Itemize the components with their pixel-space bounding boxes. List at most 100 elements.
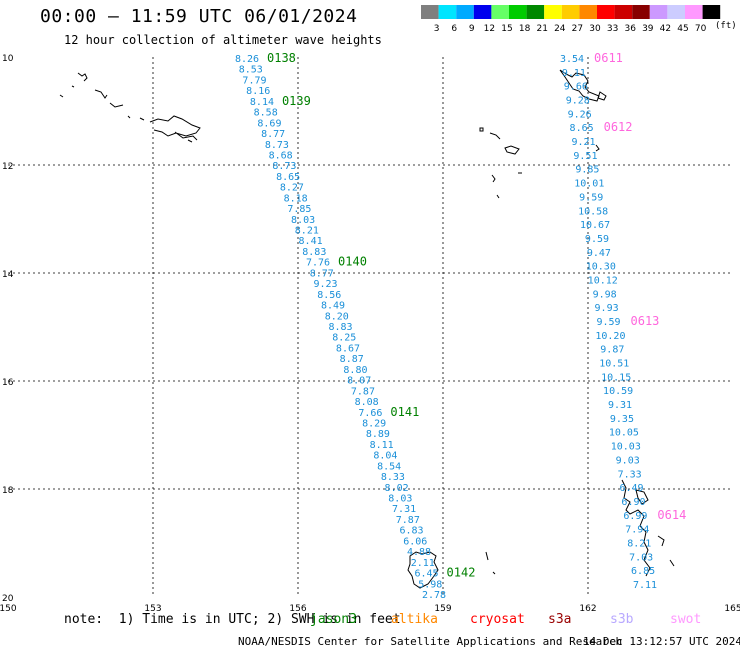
wave-height-value: 7.85	[287, 204, 311, 215]
longitude-label: 159	[434, 604, 451, 614]
legend-tick-label: 27	[572, 24, 583, 34]
lat-lon-grid	[8, 57, 733, 597]
wave-height-value: 8.73	[272, 161, 296, 172]
legend-swatch	[526, 5, 545, 19]
legend-tick-label: 30	[589, 24, 601, 34]
wave-height-value: 10.15	[601, 372, 631, 383]
wave-height-value: 9.26	[568, 109, 592, 120]
latitude-labels: 10 12 14 16 18 20	[2, 54, 14, 604]
wave-height-value: 8.68	[269, 150, 293, 161]
wave-height-value: 8.07	[347, 376, 371, 387]
wave-height-value: 7.66	[358, 408, 382, 419]
wave-height-value: 10.30	[586, 262, 616, 273]
latitude-label: 18	[2, 486, 14, 496]
wave-height-value: 9.21	[571, 137, 595, 148]
wave-height-value: 7.76	[306, 258, 330, 269]
wave-height-value: 10.59	[603, 386, 633, 397]
wave-height-value: 3.54	[560, 54, 584, 65]
legend-swatch	[438, 5, 457, 19]
wave-height-value: 8.77	[261, 129, 285, 140]
coast-marshall-east	[491, 144, 600, 199]
legend-tick-label: 18	[519, 24, 531, 34]
wave-height-value: 8.65	[276, 172, 300, 183]
legend-tick-label: 15	[501, 24, 512, 34]
coast-southeast-islands	[621, 479, 675, 577]
wave-height-value: 9.11	[562, 68, 586, 79]
wave-height-value: 8.16	[246, 86, 270, 97]
wave-height-value: 10.67	[580, 220, 610, 231]
wave-height-value: 6.99	[623, 511, 647, 522]
wave-height-value: 8.03	[291, 215, 315, 226]
legend-tick-label: 45	[677, 24, 688, 34]
wave-height-value: 6.06	[403, 536, 427, 547]
legend-swatch	[685, 5, 703, 19]
coast-pohnpei-north	[559, 69, 607, 102]
coast-southwest-island	[407, 551, 496, 589]
longitude-label: 150	[0, 604, 17, 614]
pass-time-label: 0613	[631, 314, 660, 328]
wave-height-value: 6.85	[631, 566, 655, 577]
wave-height-value: 8.04	[373, 451, 397, 462]
legend-swatch	[579, 5, 597, 19]
wave-height-value: 7.87	[396, 515, 420, 526]
pass-time-label: 0611	[594, 51, 623, 65]
wave-height-value: 8.89	[366, 429, 390, 440]
wave-height-value: 8.29	[362, 418, 386, 429]
wave-height-value: 8.69	[257, 118, 281, 129]
legend-tick-label: 70	[695, 24, 707, 34]
wave-height-value: 9.66	[564, 82, 588, 93]
legend-swatch	[597, 5, 615, 19]
wave-height-value: 8.33	[381, 472, 405, 483]
legend-tick-label: 39	[642, 24, 654, 34]
latitude-label: 20	[2, 594, 14, 604]
longitude-label: 162	[579, 604, 596, 614]
wave-height-value: 9.35	[610, 414, 634, 425]
wave-height-value: 4.88	[407, 547, 431, 558]
legend-swatch	[632, 5, 650, 19]
latitude-label: 16	[2, 378, 14, 388]
sat-label-swot: swot	[670, 612, 702, 627]
legend-swatch	[614, 5, 633, 19]
wave-height-value: 7.31	[392, 504, 416, 515]
wave-height-value: 8.21	[627, 538, 651, 549]
wave-height-value: 8.41	[299, 236, 323, 247]
legend-swatch	[456, 5, 474, 19]
wave-height-value: 7.11	[633, 580, 657, 591]
page-subtitle: 12 hour collection of altimeter wave hei…	[64, 33, 382, 47]
legend-swatch	[509, 5, 527, 19]
wave-height-value: 9.03	[616, 455, 640, 466]
wave-height-value: 8.80	[343, 365, 367, 376]
coastlines	[59, 69, 675, 589]
pass-time-label: 0139	[282, 94, 311, 108]
legend-tick-label: 12	[484, 24, 495, 34]
wave-height-value: 8.73	[265, 140, 289, 151]
legend-swatch	[421, 5, 439, 19]
credit-line: NOAA/NESDIS Center for Satellite Applica…	[238, 635, 623, 648]
wave-height-value: 8.27	[280, 183, 304, 194]
longitude-label: 165	[724, 604, 740, 614]
wave-height-value: 7.33	[618, 469, 642, 480]
wave-height-value: 10.05	[609, 428, 639, 439]
coast-northwest-island	[59, 72, 124, 108]
wave-height-value: 8.65	[570, 123, 594, 134]
wave-height-value: 10.58	[578, 206, 608, 217]
latitude-label: 10	[2, 54, 14, 64]
wave-height-legend: 3 6 9 12 15 18 21 24 27 30 33 36 39 42 45 70	[421, 5, 721, 34]
pass-time-label: 0138	[267, 51, 296, 65]
wave-height-value: 9.47	[587, 248, 611, 259]
latitude-label: 12	[2, 162, 13, 172]
wave-height-value: 6.90	[621, 497, 645, 508]
legend-swatch	[473, 5, 492, 19]
wave-height-value: 9.98	[593, 289, 617, 300]
wave-height-value: 6.83	[400, 526, 424, 537]
wave-height-value: 8.77	[310, 268, 334, 279]
pass-time-label: 0612	[604, 120, 633, 134]
wave-height-value: 8.03	[388, 494, 412, 505]
wave-height-value: 10.20	[595, 331, 625, 342]
legend-swatch	[544, 5, 562, 19]
sat-label-cryosat: cryosat	[470, 612, 525, 627]
wave-height-value: 9.23	[313, 279, 337, 290]
wave-height-value: 8.87	[340, 354, 364, 365]
wave-height-value: 8.18	[284, 193, 308, 204]
